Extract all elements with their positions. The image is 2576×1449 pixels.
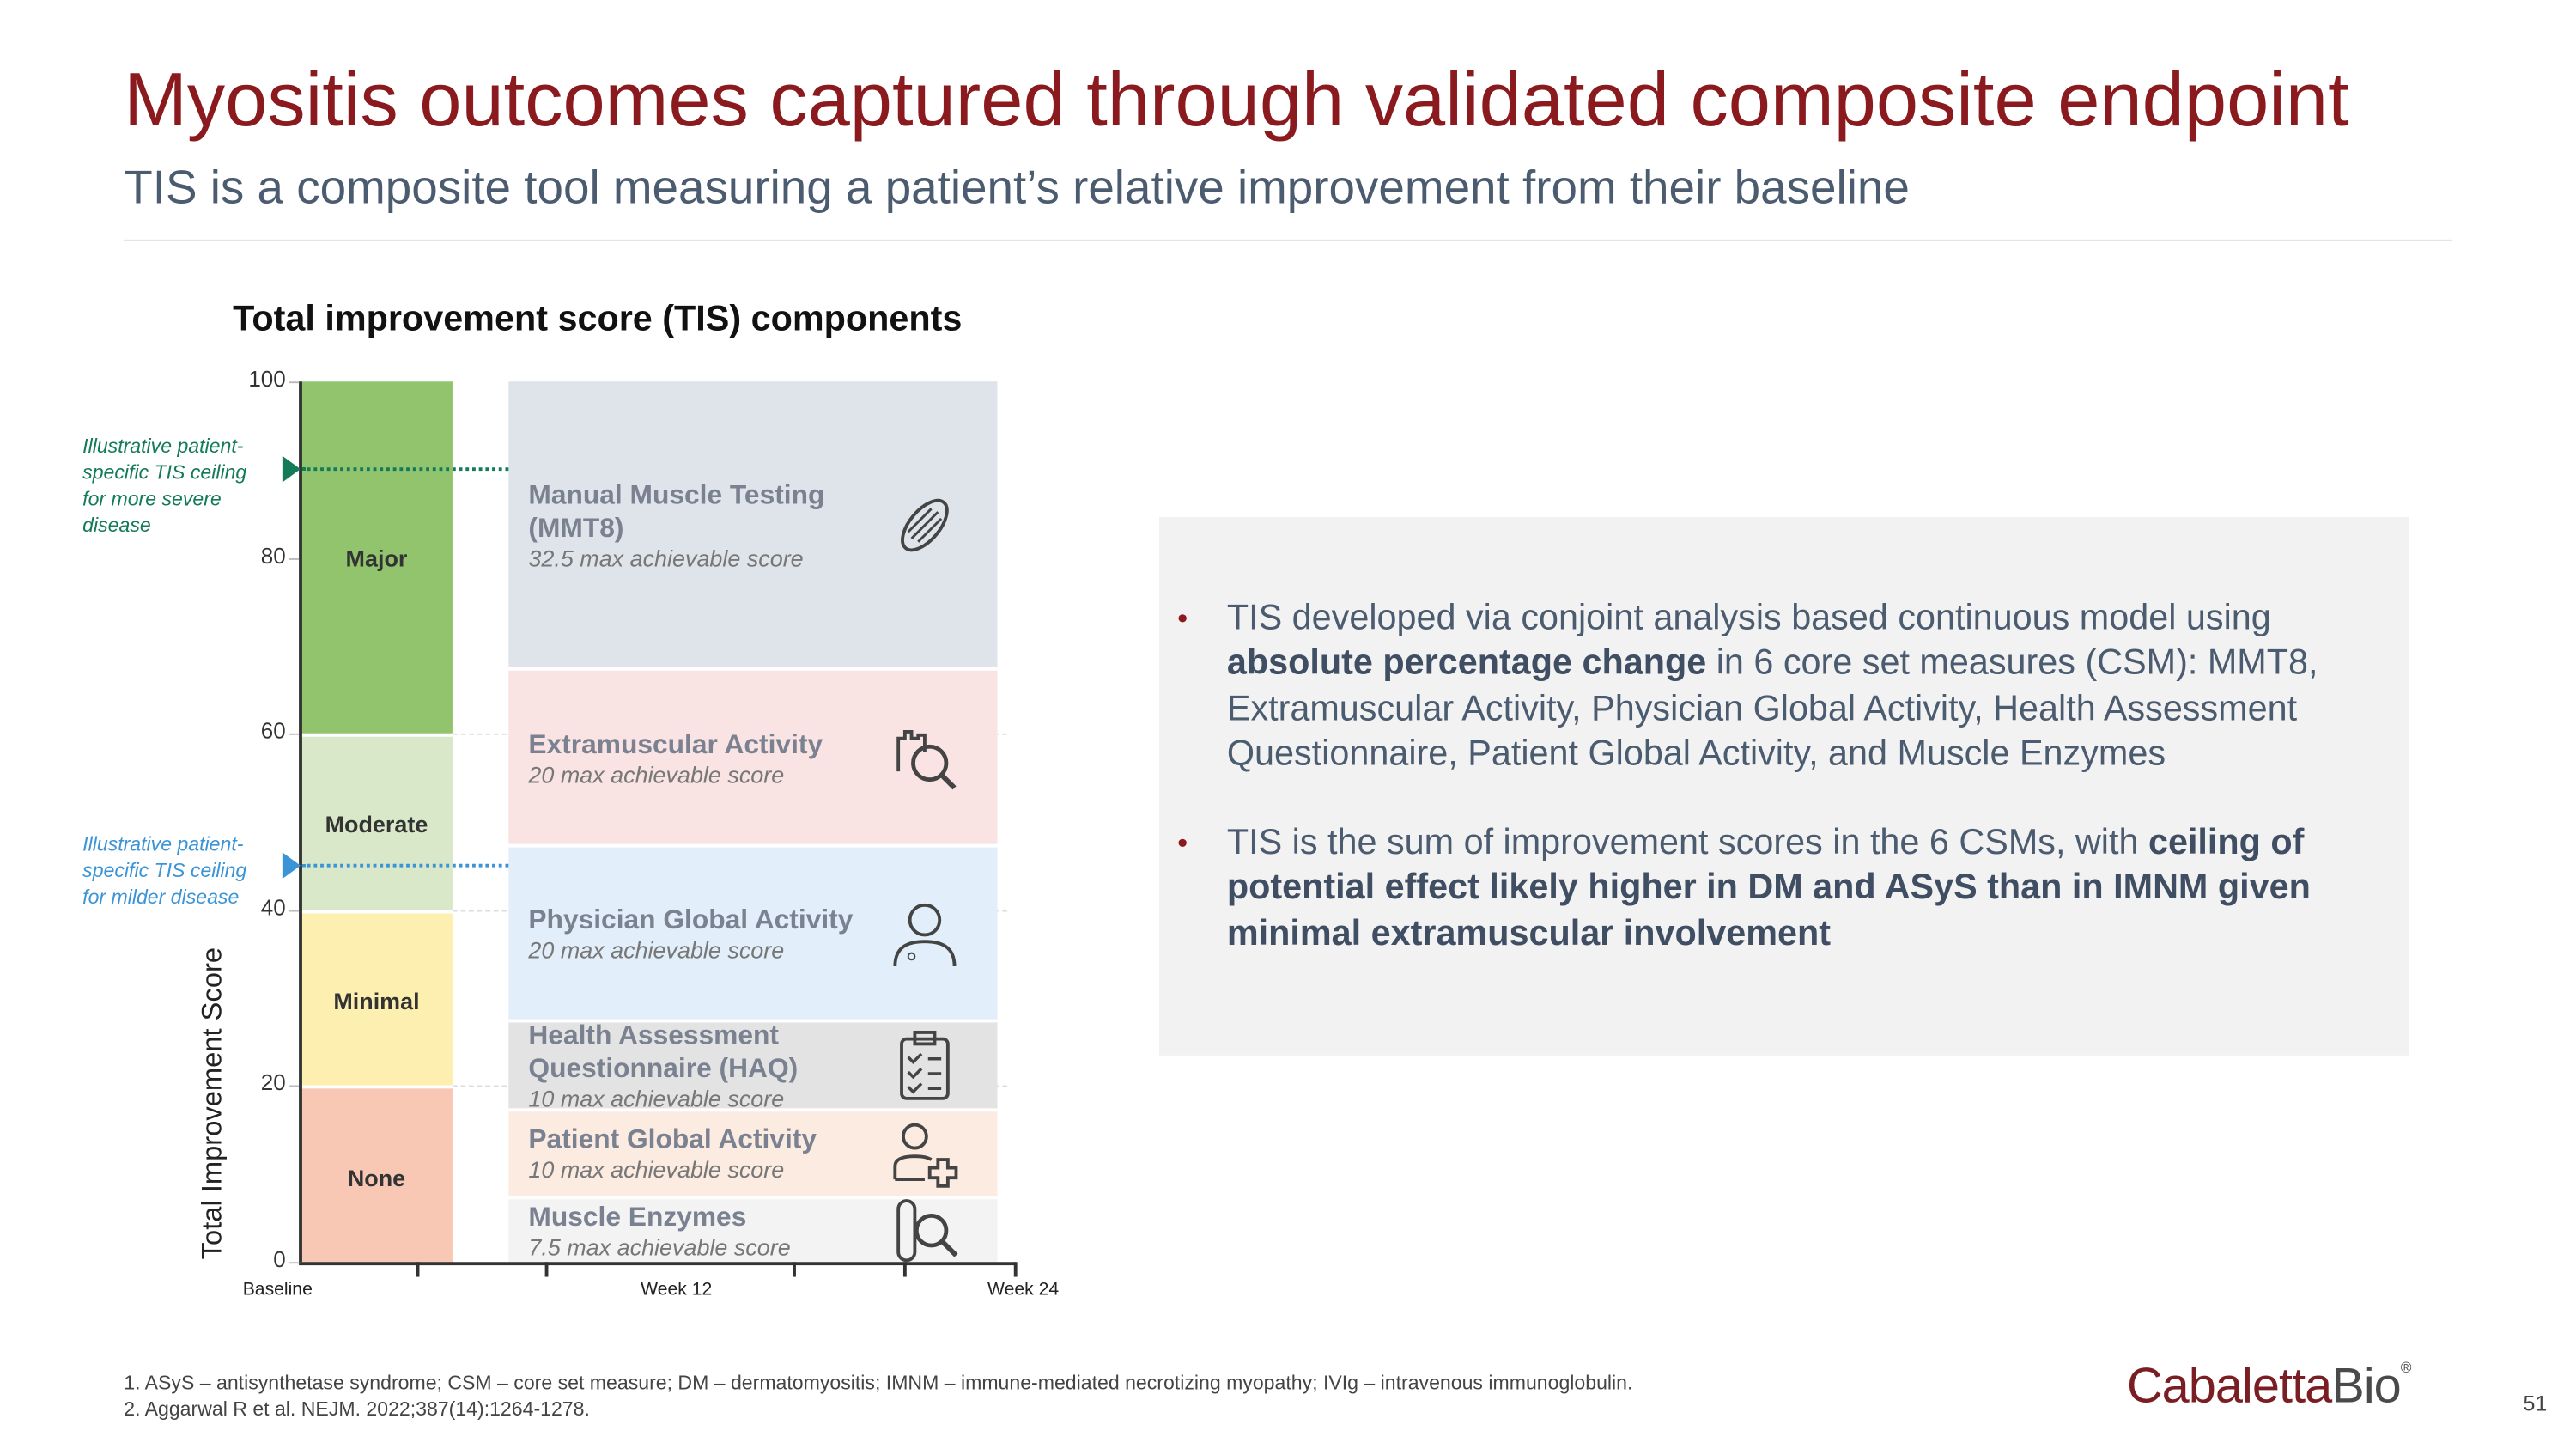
x-tick-mark [902, 1262, 906, 1277]
chart-title: Total improvement score (TIS) components [233, 299, 963, 339]
y-tick-label: 60 [260, 718, 286, 744]
hand-magnifier-icon [896, 729, 957, 789]
band-label: None [347, 1164, 406, 1190]
y-tick-label: 80 [260, 542, 286, 568]
page-subtitle: TIS is a composite tool measuring a pati… [124, 161, 1910, 216]
x-tick-mark [416, 1262, 419, 1277]
divider [124, 239, 2452, 241]
component-name: Physician Global Activity [528, 905, 854, 935]
x-tick-label: Week 24 [987, 1280, 1060, 1300]
band-minimal: Minimal [301, 910, 453, 1090]
y-tick-mark [289, 1086, 300, 1088]
x-axis [299, 1262, 1016, 1265]
component-clipboard: Health Assessment Questionnaire (HAQ) 10 … [508, 1020, 998, 1111]
ceiling-annotation: Illustrative patient-specific TIS ceilin… [82, 434, 247, 538]
y-tick-label: 0 [273, 1246, 286, 1272]
component-patient-plus: Patient Global Activity 10 max achievable… [508, 1107, 998, 1196]
ceiling-dotted-line [301, 864, 509, 868]
bullet-1-bold: absolute percentage change [1226, 642, 1707, 683]
bullet-1-text: TIS developed via conjoint analysis base… [1226, 598, 2271, 638]
patient-plus-icon [893, 1123, 958, 1189]
ceiling-marker-icon [282, 852, 301, 880]
y-tick-mark [289, 734, 300, 736]
component-name: Muscle Enzymes [528, 1202, 747, 1233]
logo-registered-mark: ® [2400, 1359, 2412, 1376]
y-tick-label: 100 [248, 366, 286, 392]
bullet-1-text-end: in 6 core set measures (CSM): MMT8, Extr… [1226, 642, 2318, 773]
clipboard-icon [900, 1031, 950, 1100]
x-tick-mark [1013, 1262, 1017, 1277]
component-score: 10 max achievable score [528, 1085, 785, 1112]
component-name: Patient Global Activity [528, 1125, 817, 1155]
bullet-2-text: TIS is the sum of improvement scores in … [1226, 823, 2148, 863]
page-number: 51 [2523, 1391, 2548, 1416]
muscle-icon [901, 498, 949, 551]
footnote-2: 2. Aggarwal R et al. NEJM. 2022;387(14):… [124, 1397, 590, 1421]
component-physician: Physician Global Activity 20 max achievab… [508, 843, 998, 1020]
y-tick-label: 20 [260, 1070, 286, 1096]
component-name: Manual Muscle Testing (MMT8) [528, 479, 825, 543]
x-tick-mark [544, 1262, 548, 1277]
band-label: Moderate [325, 812, 428, 838]
bullet-1: TIS developed via conjoint analysis base… [1177, 596, 2386, 776]
component-score: 20 max achievable score [528, 760, 785, 788]
y-tick-mark [289, 1262, 300, 1264]
component-muscle: Manual Muscle Testing (MMT8) 32.5 max ach… [508, 381, 998, 668]
band-label: Major [345, 544, 408, 571]
x-tick-label: Baseline [242, 1280, 313, 1300]
component-score: 7.5 max achievable score [528, 1233, 791, 1261]
test-tube-magnifier-icon [896, 1199, 958, 1263]
y-axis [299, 381, 301, 1263]
component-score: 10 max achievable score [528, 1156, 785, 1184]
band-moderate: Moderate [301, 734, 453, 914]
component-name: Extramuscular Activity [528, 729, 823, 759]
logo-word-1: Cabaletta [2126, 1359, 2332, 1415]
footnotes: 1. ASyS – antisynthetase syndrome; CSM –… [124, 1369, 1632, 1422]
x-tick-mark [793, 1262, 795, 1277]
ceiling-annotation: Illustrative patient-specific TIS ceilin… [82, 832, 247, 909]
y-tick-mark [289, 381, 300, 384]
logo-word-2: Bio [2331, 1359, 2401, 1415]
component-name: Health Assessment Questionnaire (HAQ) [528, 1020, 799, 1084]
component-score: 20 max achievable score [528, 936, 785, 964]
component-hand-magnifier: Extramuscular Activity 20 max achievable … [508, 667, 998, 844]
bullet-2: TIS is the sum of improvement scores in … [1177, 821, 2386, 956]
component-score: 32.5 max achievable score [528, 544, 804, 571]
band-label: Minimal [333, 988, 420, 1014]
ceiling-marker-icon [282, 456, 301, 484]
page-title: Myositis outcomes captured through valid… [124, 56, 2349, 143]
y-axis-label: Total Improvement Score [196, 947, 228, 1260]
info-panel: TIS developed via conjoint analysis base… [1159, 516, 2409, 1056]
band-none: None [301, 1086, 453, 1266]
band-major: Major [301, 381, 453, 734]
footnote-1: 1. ASyS – antisynthetase syndrome; CSM –… [124, 1371, 1633, 1395]
x-tick-label: Week 12 [641, 1280, 713, 1300]
company-logo: CabalettaBio® [2126, 1359, 2412, 1416]
physician-icon [893, 904, 957, 967]
y-tick-mark [289, 910, 300, 912]
ceiling-dotted-line [301, 467, 509, 472]
component-test-tube-magnifier: Muscle Enzymes 7.5 max achievable score [508, 1196, 998, 1263]
y-tick-mark [289, 557, 300, 560]
bullet-2-bold: ceiling of potential effect likely highe… [1226, 823, 2311, 953]
y-tick-label: 40 [260, 894, 286, 920]
